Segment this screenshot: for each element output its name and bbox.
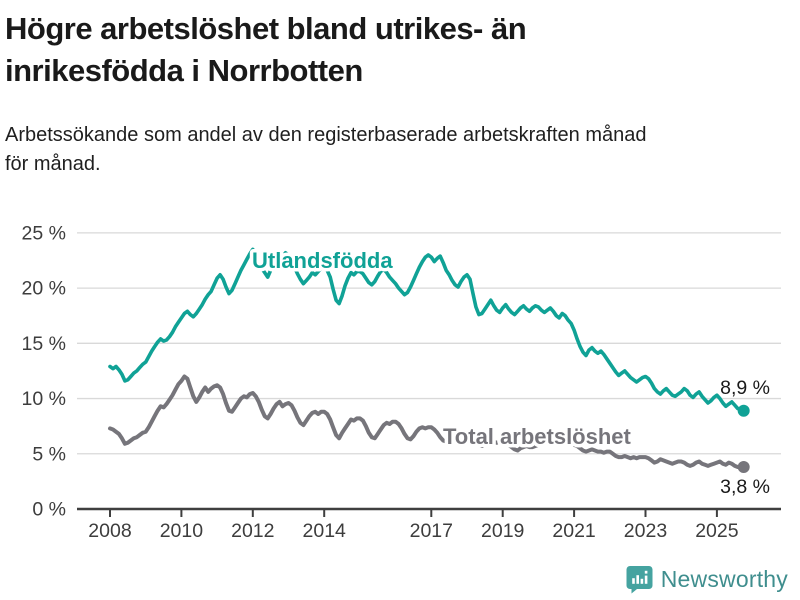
- title-line-2: inrikesfödda i Norrbotten: [5, 53, 363, 88]
- series-end-label: 3,8 %: [720, 476, 770, 498]
- chart-subtitle: Arbetssökande som andel av den registerb…: [5, 121, 785, 179]
- x-axis-tick-label: 2012: [231, 520, 274, 542]
- y-axis-tick-label: 10 %: [22, 388, 66, 410]
- x-axis-tick-label: 2019: [481, 520, 524, 542]
- brand-wordmark: Newsworthy: [660, 566, 788, 592]
- series-line-total: [108, 374, 746, 469]
- series-label-total: Total arbetslöshet: [443, 424, 632, 449]
- title-line-1: Högre arbetslöshet bland utrikes- än: [5, 11, 527, 46]
- series-label-utlandsfodda: Utlandsfödda: [252, 248, 393, 273]
- page-title: Högre arbetslöshet bland utrikes- än inr…: [5, 8, 785, 92]
- x-axis-tick-label: 2014: [303, 520, 347, 542]
- x-axis-tick-label: 2025: [695, 520, 739, 542]
- y-axis-tick-label: 0 %: [32, 499, 66, 521]
- y-axis-tick-label: 15 %: [22, 333, 66, 355]
- y-axis-tick-label: 20 %: [22, 278, 66, 300]
- series-end-dot: [737, 461, 750, 474]
- x-axis-tick-label: 2021: [552, 520, 595, 542]
- subtitle-line-2: för månad.: [5, 153, 101, 175]
- x-axis-tick-label: 2010: [160, 520, 204, 542]
- x-axis-tick-label: 2023: [624, 520, 667, 542]
- series-end-dot: [737, 404, 750, 417]
- x-axis-tick-label: 2017: [410, 520, 453, 542]
- brand-footer: Newsworthy: [626, 565, 788, 594]
- subtitle-line-1: Arbetssökande som andel av den registerb…: [5, 124, 647, 146]
- bar-chart-speech-bubble-icon: [626, 566, 653, 594]
- y-axis-tick-label: 5 %: [32, 443, 66, 465]
- series-end-label: 8,9 %: [720, 377, 770, 399]
- x-axis-tick-label: 2008: [88, 520, 131, 542]
- y-axis-tick-label: 25 %: [22, 222, 66, 244]
- series-line-utlandsfodda: [108, 247, 746, 413]
